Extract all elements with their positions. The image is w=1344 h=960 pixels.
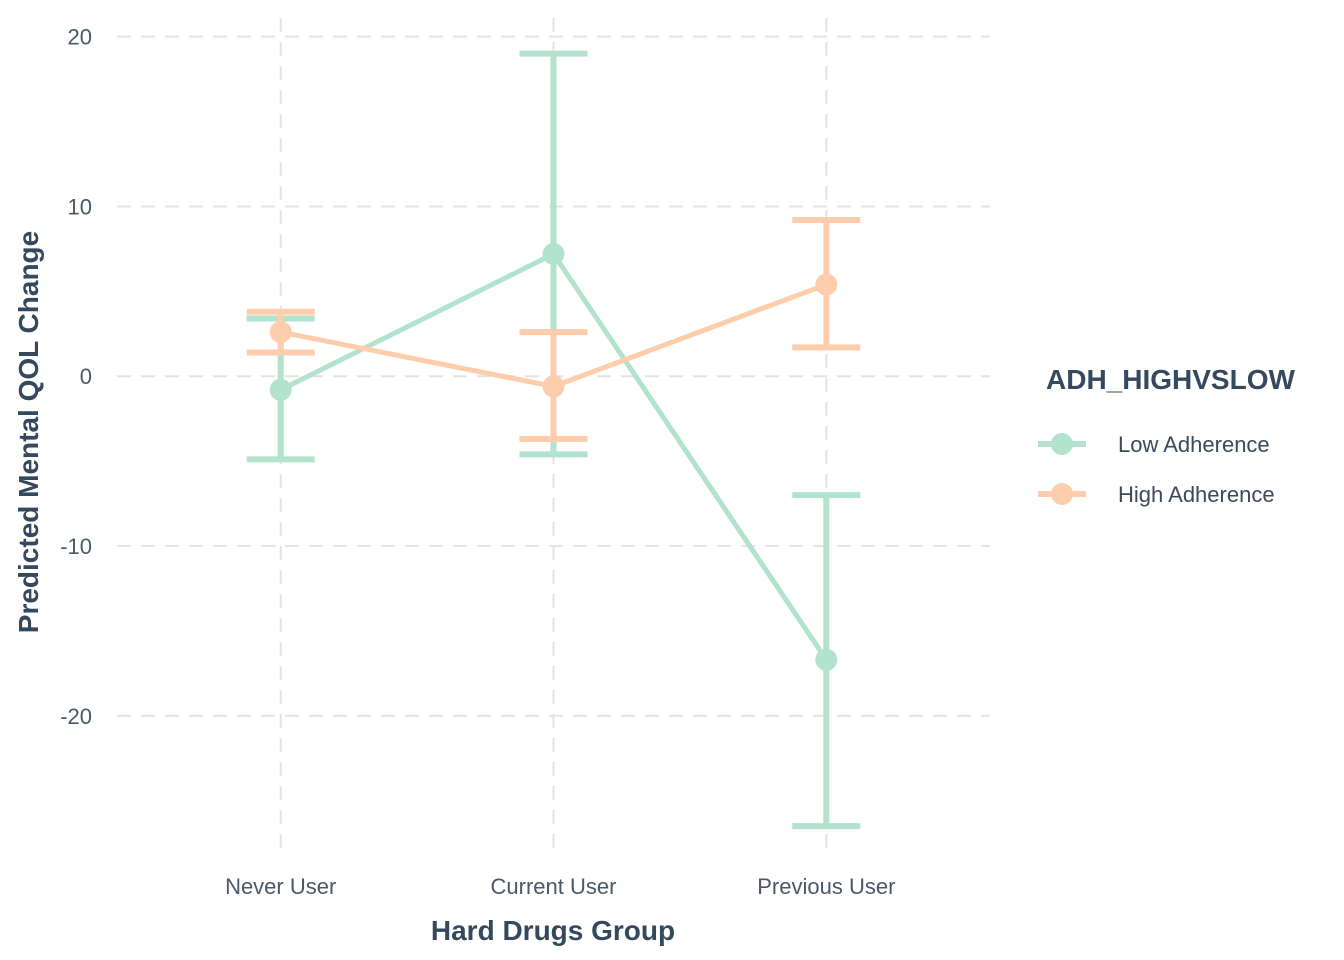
y-tick-label: -10 [60, 534, 92, 559]
legend-key-point [1051, 433, 1073, 455]
legend-title: ADH_HIGHVSLOW [1046, 364, 1295, 395]
y-tick-label: 0 [80, 364, 92, 389]
legend-label: Low Adherence [1118, 432, 1270, 457]
legend-items: Low Adherence High Adherence [1038, 432, 1275, 507]
y-axis-title: Predicted Mental QOL Change [13, 231, 44, 633]
y-axis-ticks: 20 10 0 -10 -20 [60, 25, 92, 729]
legend: ADH_HIGHVSLOW Low Adherence High Adherenc… [1038, 364, 1295, 507]
x-axis-ticks: Never User Current User Previous User [225, 874, 895, 899]
y-tick-label: 20 [68, 25, 92, 50]
data-point [542, 242, 565, 265]
legend-key-point [1051, 483, 1073, 505]
x-tick-label: Current User [491, 874, 617, 899]
data-point [542, 375, 565, 398]
series-low-adherence [246, 50, 861, 830]
data-point [269, 321, 292, 344]
data-point [815, 648, 838, 671]
legend-item-high-adherence: High Adherence [1038, 482, 1275, 507]
legend-label: High Adherence [1118, 482, 1275, 507]
plot-series [246, 50, 861, 830]
series-high-adherence [246, 217, 861, 443]
x-axis-title: Hard Drugs Group [431, 915, 675, 946]
y-tick-label: -20 [60, 704, 92, 729]
x-tick-label: Previous User [757, 874, 895, 899]
data-point [815, 273, 838, 296]
y-tick-label: 10 [68, 194, 92, 219]
x-tick-label: Never User [225, 874, 336, 899]
legend-item-low-adherence: Low Adherence [1038, 432, 1270, 457]
data-point [269, 378, 292, 401]
